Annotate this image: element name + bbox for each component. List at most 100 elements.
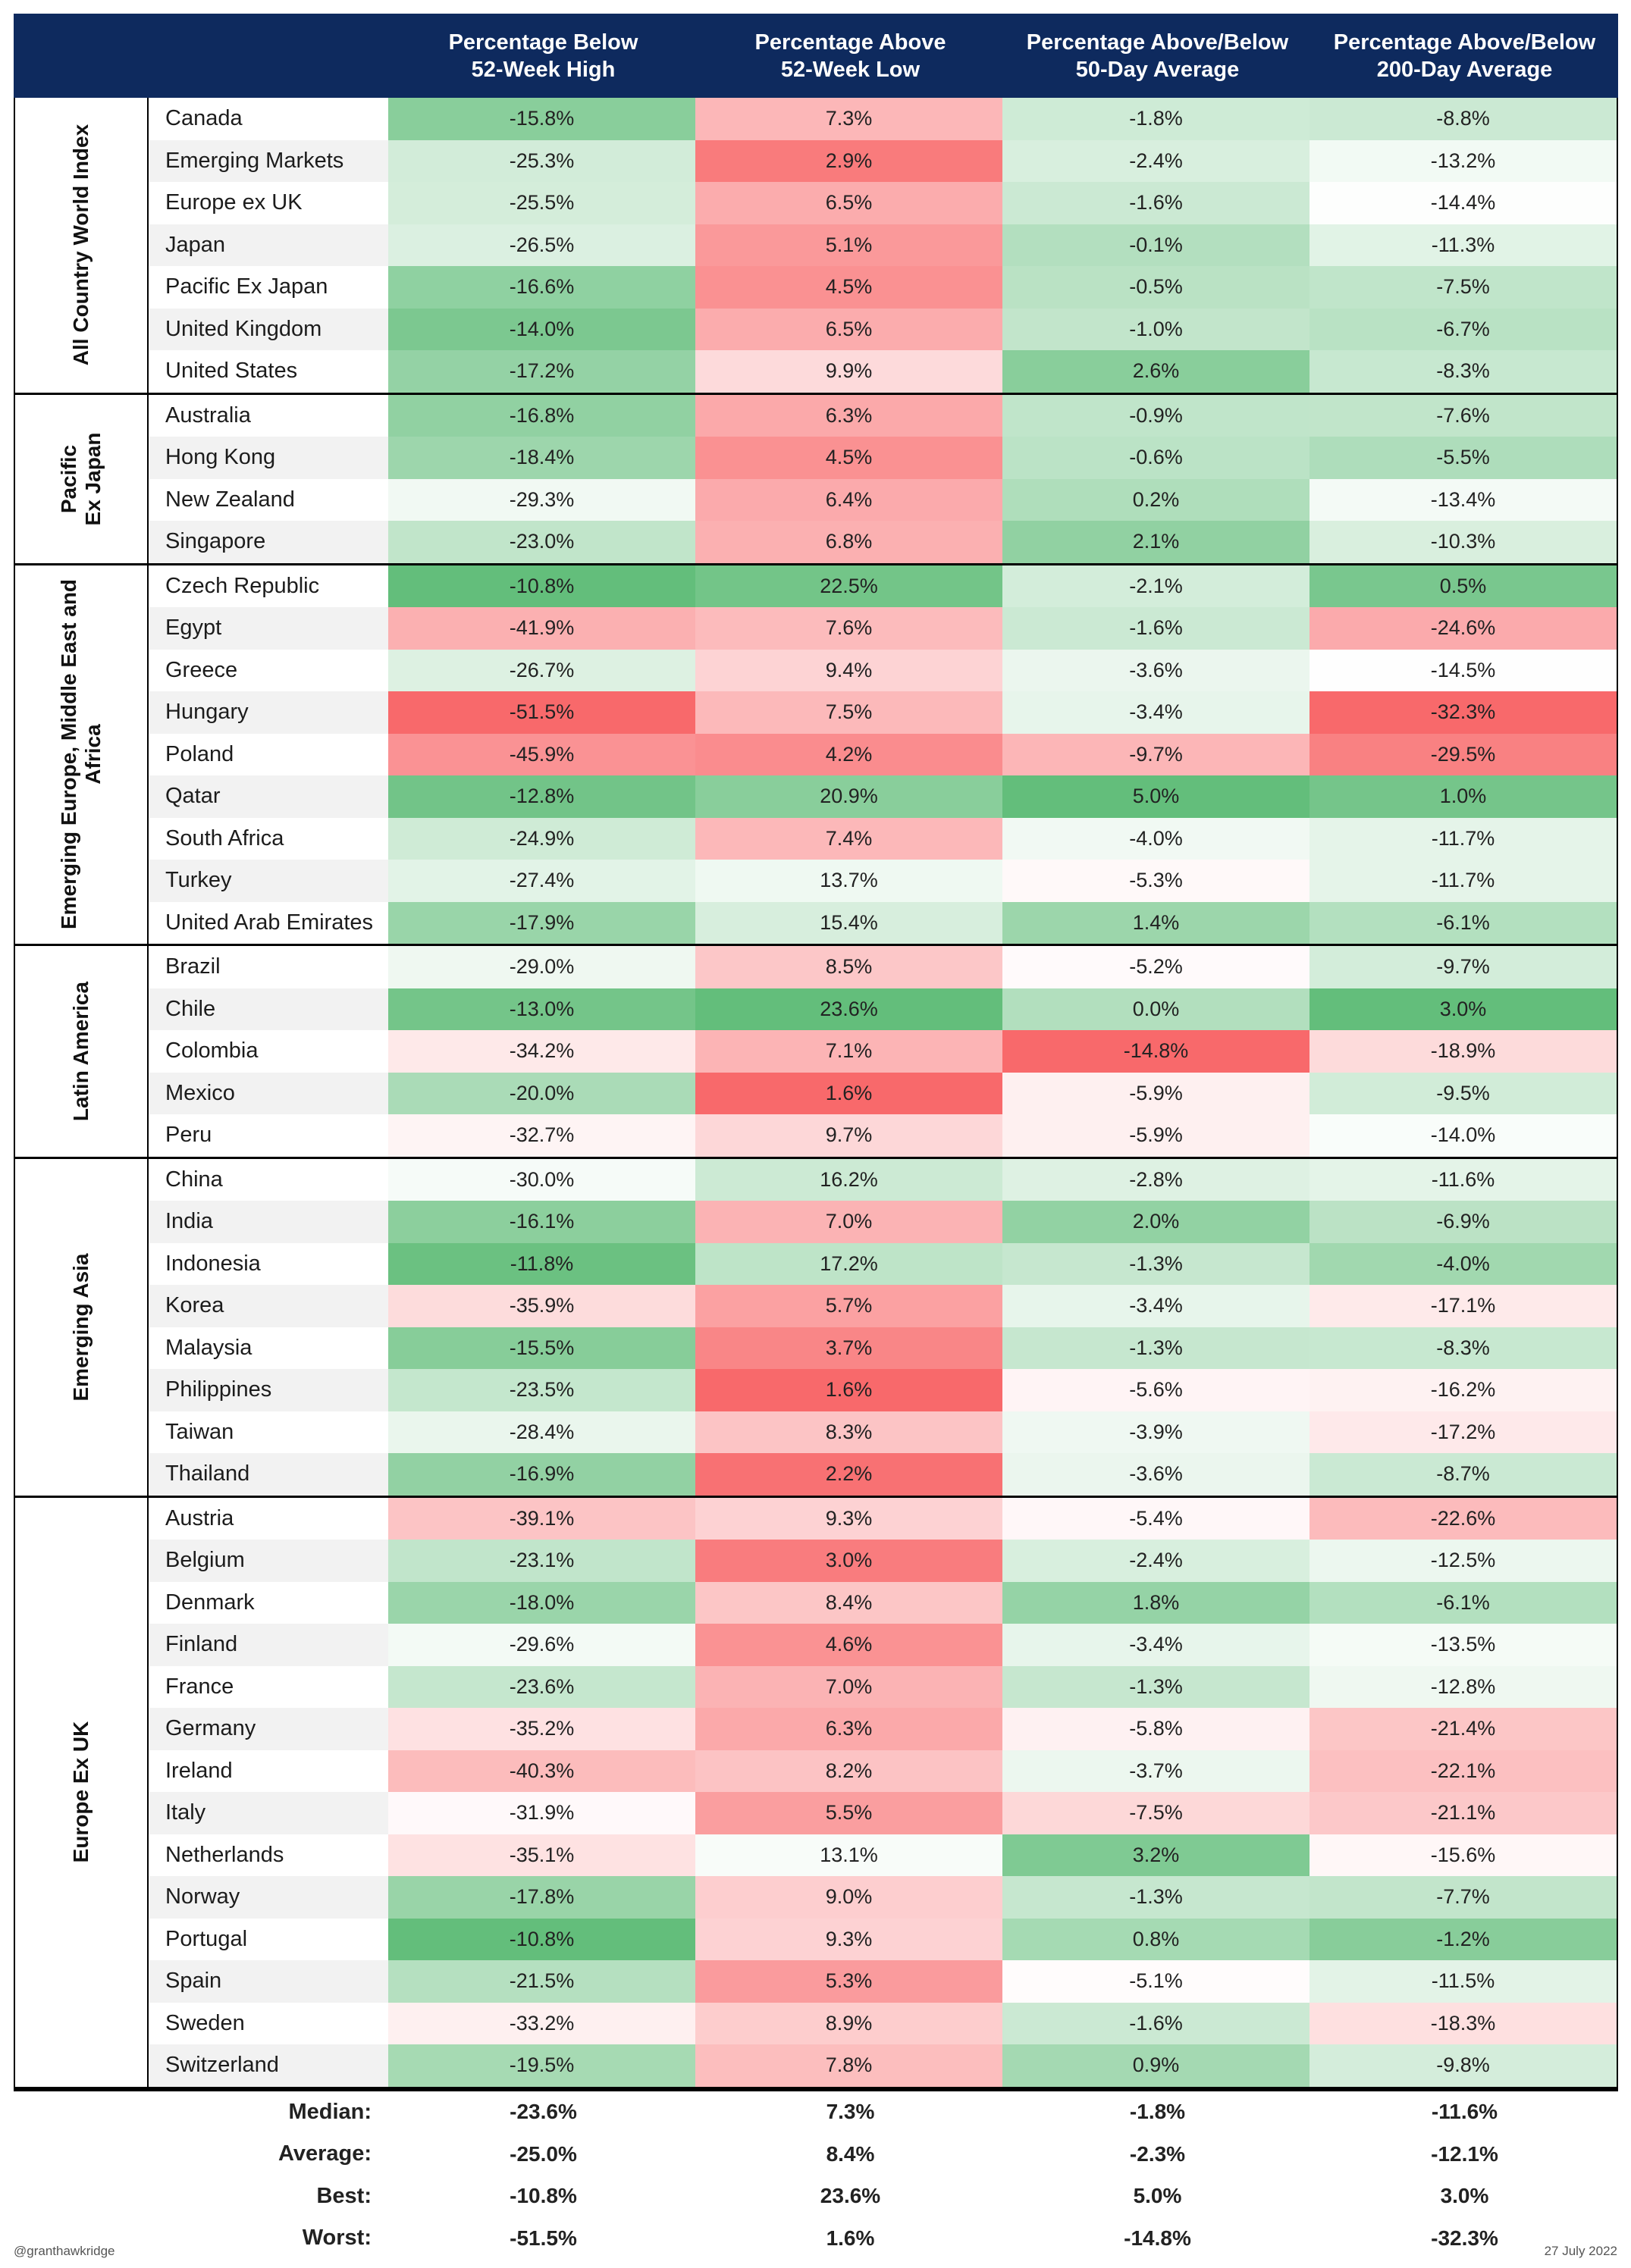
summary-label: Best:: [316, 2183, 372, 2208]
heat-cell: -18.3%: [1310, 2002, 1617, 2044]
group-latin-america: Latin America Brazil -29.0% 8.5% -5.2% -9.7% C…: [14, 946, 1618, 1159]
heat-cell: -8.7%: [1310, 1453, 1617, 1496]
summary-value: -10.8%: [510, 2184, 577, 2208]
heat-cell: -9.5%: [1310, 1072, 1617, 1114]
heat-cell: -1.6%: [1002, 182, 1310, 224]
row-label: Ireland: [165, 1758, 233, 1783]
heat-cell: -35.1%: [388, 1834, 695, 1876]
heat-cell: -0.6%: [1002, 437, 1310, 479]
heat-cell: -20.0%: [388, 1072, 695, 1114]
table-row: Europe ex UK -25.5% 6.5% -1.6% -14.4%: [149, 182, 1617, 224]
group-emerging-asia: Emerging Asia China -30.0% 16.2% -2.8% -11.6%…: [14, 1158, 1618, 1498]
summary-block: Median: -23.6% 7.3% -1.8% -11.6% Average: -25.…: [14, 2088, 1618, 2260]
heat-cell: -28.4%: [388, 1411, 695, 1453]
row-label: Poland: [165, 741, 234, 766]
summary-value: -14.8%: [1124, 2226, 1191, 2250]
table-row: China -30.0% 16.2% -2.8% -11.6%: [149, 1158, 1617, 1201]
heat-cell: 1.6%: [695, 1369, 1002, 1411]
table-row: Greece -26.7% 9.4% -3.6% -14.5%: [149, 649, 1617, 691]
row-label: Norway: [149, 1876, 388, 1919]
heat-cell: -18.4%: [388, 437, 695, 479]
table-row: Indonesia -11.8% 17.2% -1.3% -4.0%: [149, 1242, 1617, 1285]
table-row: Canada -15.8% 7.3% -1.8% -8.8%: [149, 98, 1617, 140]
table-row: Emerging Markets -25.3% 2.9% -2.4% -13.2%: [149, 139, 1617, 182]
summary-value: -23.6%: [510, 2100, 577, 2124]
heat-cell: -5.8%: [1002, 1708, 1310, 1750]
row-label: Canada: [165, 106, 243, 131]
heat-cell: -3.4%: [1002, 691, 1310, 734]
table-row: Mexico -20.0% 1.6% -5.9% -9.5%: [149, 1072, 1617, 1114]
row-label: Japan: [149, 224, 388, 266]
heat-cell: -26.7%: [388, 649, 695, 691]
row-label: Peru: [165, 1123, 212, 1148]
row-label: South Africa: [165, 825, 284, 850]
group-title: All Country World Index: [15, 98, 149, 393]
summary-value: 3.0%: [1440, 2184, 1489, 2208]
group-all-country-world-index: All Country World Index Canada -15.8% 7.3% -…: [14, 98, 1618, 395]
heat-cell: 9.7%: [695, 1114, 1002, 1157]
heat-cell: 6.8%: [695, 521, 1002, 563]
heat-cell: -21.1%: [1310, 1792, 1617, 1834]
row-label: France: [165, 1674, 234, 1699]
row-label: Egypt: [149, 607, 388, 650]
row-label: Netherlands: [165, 1842, 284, 1867]
table-row: Hong Kong -18.4% 4.5% -0.6% -5.5%: [149, 437, 1617, 479]
heat-cell: -17.2%: [388, 350, 695, 393]
heat-cell: -29.0%: [388, 946, 695, 988]
row-label: United Kingdom: [149, 308, 388, 350]
summary-value: -11.6%: [1431, 2100, 1498, 2124]
heat-cell: -29.3%: [388, 478, 695, 521]
heat-cell: -9.7%: [1002, 733, 1310, 775]
column-header-50d-avg: Percentage Above/Below 50-Day Average: [1026, 30, 1289, 82]
heat-cell: -7.5%: [1002, 1792, 1310, 1834]
table-row: Taiwan -28.4% 8.3% -3.9% -17.2%: [149, 1411, 1617, 1453]
heat-cell: 13.7%: [695, 860, 1002, 902]
heat-cell: -11.7%: [1310, 817, 1617, 860]
heat-cell: -22.1%: [1310, 1750, 1617, 1792]
table-row: Qatar -12.8% 20.9% 5.0% 1.0%: [149, 775, 1617, 818]
heat-cell: 9.0%: [695, 1876, 1002, 1919]
table-row: Philippines -23.5% 1.6% -5.6% -16.2%: [149, 1369, 1617, 1411]
row-label: Switzerland: [149, 2044, 388, 2087]
heat-cell: -35.2%: [388, 1708, 695, 1750]
row-label: Emerging Markets: [149, 139, 388, 182]
table-row: Brazil -29.0% 8.5% -5.2% -9.7%: [149, 946, 1617, 988]
heat-cell: 5.3%: [695, 1960, 1002, 2003]
row-label: New Zealand: [165, 487, 295, 512]
row-label: United States: [165, 359, 298, 384]
heat-cell: 3.0%: [695, 1540, 1002, 1582]
heat-cell: -6.9%: [1310, 1201, 1617, 1243]
heat-cell: -10.8%: [388, 565, 695, 607]
heat-cell: -32.3%: [1310, 691, 1617, 734]
heat-cell: 7.8%: [695, 2044, 1002, 2087]
table-row: South Africa -24.9% 7.4% -4.0% -11.7%: [149, 817, 1617, 860]
column-header-200d-avg: Percentage Above/Below 200-Day Average: [1333, 30, 1596, 82]
heat-cell: -17.8%: [388, 1876, 695, 1919]
row-label: Brazil: [165, 954, 221, 979]
row-label: Sweden: [165, 2010, 245, 2035]
heat-cell: -11.7%: [1310, 860, 1617, 902]
summary-row: Median: -23.6% 7.3% -1.8% -11.6%: [14, 2091, 1618, 2134]
row-label: Taiwan: [165, 1419, 234, 1444]
heat-cell: -2.4%: [1002, 139, 1310, 182]
table-row: Finland -29.6% 4.6% -3.4% -13.5%: [149, 1624, 1617, 1666]
summary-value: -1.8%: [1129, 2100, 1186, 2124]
heat-cell: -3.6%: [1002, 1453, 1310, 1496]
group-title: Pacific Ex Japan: [15, 394, 149, 563]
table-row: Sweden -33.2% 8.9% -1.6% -18.3%: [149, 2002, 1617, 2044]
table-row: Netherlands -35.1% 13.1% 3.2% -15.6%: [149, 1834, 1617, 1876]
heat-cell: -35.9%: [388, 1285, 695, 1327]
heat-cell: -12.8%: [388, 775, 695, 818]
heat-cell: 9.3%: [695, 1918, 1002, 1960]
heat-cell: -10.8%: [388, 1918, 695, 1960]
heat-cell: -51.5%: [388, 691, 695, 734]
heat-cell: -24.6%: [1310, 607, 1617, 650]
heat-cell: -18.0%: [388, 1581, 695, 1624]
heat-cell: 8.9%: [695, 2002, 1002, 2044]
heat-cell: -21.5%: [388, 1960, 695, 2003]
heat-cell: 13.1%: [695, 1834, 1002, 1876]
row-label: Colombia: [165, 1038, 259, 1064]
heat-cell: -6.7%: [1310, 308, 1617, 350]
summary-value: 8.4%: [826, 2141, 875, 2166]
table-row: Germany -35.2% 6.3% -5.8% -21.4%: [149, 1708, 1617, 1750]
